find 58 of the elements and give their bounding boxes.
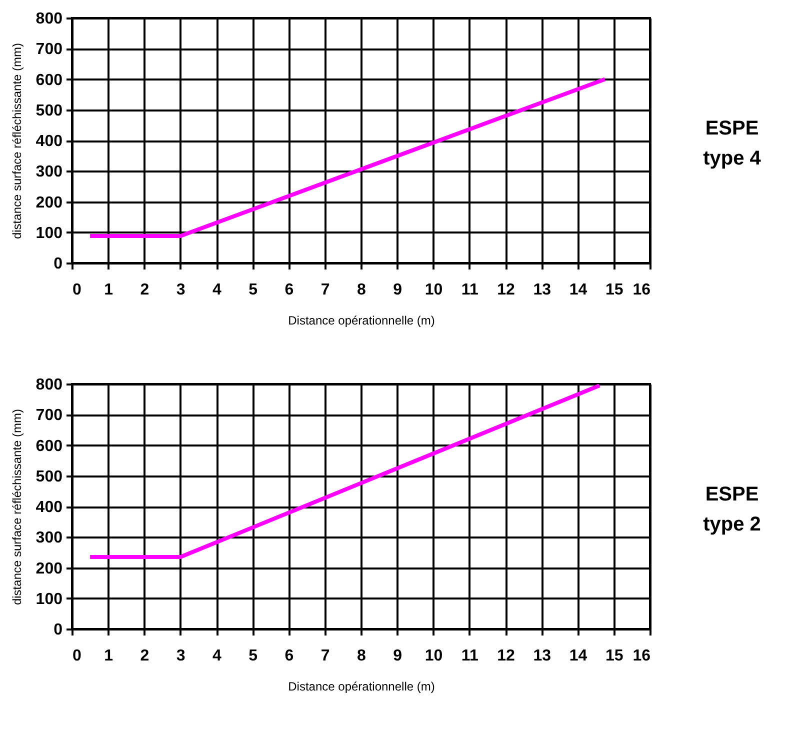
y-tick-label: 0 xyxy=(54,256,63,272)
x-tick-label: 1 xyxy=(104,282,114,298)
y-tick-label: 0 xyxy=(54,622,63,638)
y-tick-label: 300 xyxy=(36,530,63,547)
x-tick-label: 5 xyxy=(248,282,258,298)
x-tick-label: 4 xyxy=(212,648,222,664)
y-tick-label: 400 xyxy=(36,133,63,150)
x-tick-label: 13 xyxy=(533,282,552,298)
x-tick-label: 8 xyxy=(357,282,366,298)
x-tick-label: 11 xyxy=(461,648,478,664)
text: ESPE type 2 xyxy=(703,483,761,536)
y-tick-label: 500 xyxy=(36,468,63,486)
y-tick-label: 800 xyxy=(36,376,63,394)
x-tick-label: 7 xyxy=(320,648,330,664)
x-tick-label: 0 xyxy=(72,282,82,298)
x-tick-label: 9 xyxy=(393,648,402,664)
x-tick-label: 2 xyxy=(140,282,150,298)
x-tick-label: 14 xyxy=(569,648,588,664)
y-tick-label: 200 xyxy=(36,194,63,212)
x-tick-label: 11 xyxy=(461,282,478,298)
x-axis-title: Distance opérationnelle (m) xyxy=(288,314,435,328)
text: ESPE type 4 xyxy=(703,117,762,170)
x-tick-label: 6 xyxy=(284,648,294,664)
x-tick-label: 12 xyxy=(497,282,515,298)
y-tick-label: 600 xyxy=(36,72,63,89)
x-tick-label: 7 xyxy=(320,282,330,298)
y-tick-label: 700 xyxy=(36,407,63,424)
x-tick-label: 0 xyxy=(72,648,82,664)
y-tick-label: 600 xyxy=(36,438,63,455)
x-tick-label: 2 xyxy=(140,648,150,664)
x-tick-label: 15 xyxy=(605,282,624,298)
x-tick-label: 12 xyxy=(497,648,515,664)
y-tick-label: 200 xyxy=(36,560,63,578)
x-axis-title: Distance opérationnelle (m) xyxy=(288,680,435,694)
x-tick-label: 15 xyxy=(605,648,624,664)
y-tick-label: 100 xyxy=(36,590,63,608)
y-tick-label: 300 xyxy=(36,164,63,181)
x-tick-label: 10 xyxy=(424,648,443,664)
x-tick-label: 1 xyxy=(104,648,114,664)
x-tick-label: 10 xyxy=(424,282,443,298)
x-tick-label: 8 xyxy=(357,648,366,664)
y-axis-title: distance surface réfléchissante (mm) xyxy=(10,408,24,606)
y-tick-label: 100 xyxy=(36,224,63,242)
x-tick-label: 3 xyxy=(176,282,186,298)
y-tick-label: 400 xyxy=(36,499,63,516)
x-tick-label: 16 xyxy=(632,282,651,298)
x-tick-label: 5 xyxy=(248,648,258,664)
x-tick-label: 13 xyxy=(533,648,552,664)
x-tick-label: 9 xyxy=(393,282,402,298)
x-tick-label: 16 xyxy=(632,648,651,664)
y-axis-title: distance surface réfléchissante (mm) xyxy=(10,42,24,240)
x-tick-label: 3 xyxy=(176,648,186,664)
x-tick-label: 4 xyxy=(212,282,222,298)
x-tick-label: 14 xyxy=(569,282,588,298)
y-tick-label: 800 xyxy=(36,10,63,28)
x-tick-label: 6 xyxy=(284,282,294,298)
y-tick-label: 500 xyxy=(36,102,63,120)
y-tick-label: 700 xyxy=(36,41,63,58)
